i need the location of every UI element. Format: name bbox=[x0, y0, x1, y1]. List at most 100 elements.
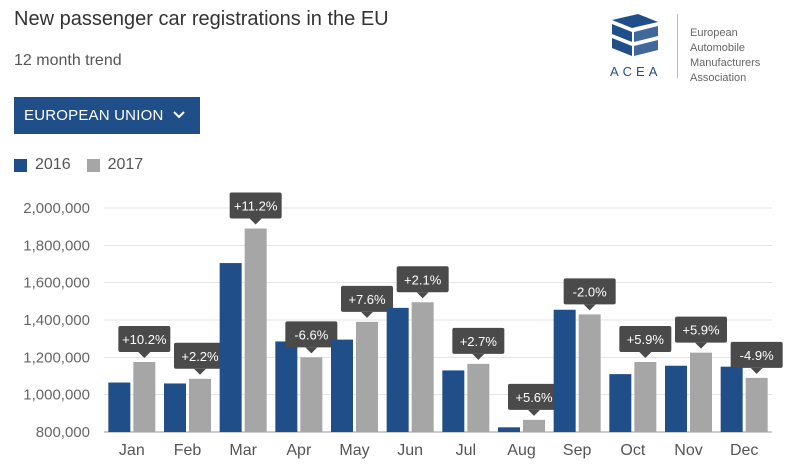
change-label-box bbox=[563, 278, 616, 305]
change-label-pointer bbox=[695, 342, 707, 349]
x-tick-label: Jul bbox=[456, 442, 476, 459]
x-tick-label: Sep bbox=[563, 442, 592, 459]
bar-2017-jan bbox=[133, 362, 156, 432]
change-label-box bbox=[285, 321, 338, 348]
bar-2016-sep bbox=[553, 309, 576, 432]
change-label-pointer bbox=[138, 352, 151, 358]
change-label-pointer bbox=[639, 352, 652, 358]
bar-2016-jun bbox=[386, 307, 409, 432]
change-label: +2.7% bbox=[460, 334, 498, 349]
region-selector-label: EUROPEAN UNION bbox=[24, 107, 164, 124]
bar-2017-sep bbox=[578, 314, 601, 432]
y-tick-label: 1,800,000 bbox=[23, 237, 90, 254]
x-tick-label: Apr bbox=[286, 442, 312, 459]
bar-2016-jul bbox=[442, 370, 465, 432]
bar-2017-may bbox=[356, 321, 378, 432]
change-label-pointer bbox=[528, 409, 540, 416]
bar-2017-feb bbox=[189, 378, 211, 432]
bar-2017-nov bbox=[690, 352, 712, 432]
brand-line-3: Manufacturers bbox=[690, 57, 761, 69]
y-tick-label: 1,400,000 bbox=[23, 312, 90, 329]
page-subtitle: 12 month trend bbox=[14, 52, 122, 69]
page-title: New passenger car registrations in the E… bbox=[14, 8, 389, 30]
bar-2016-apr bbox=[275, 341, 298, 432]
x-tick-label: Feb bbox=[174, 442, 202, 459]
legend-label-2017: 2017 bbox=[107, 156, 144, 173]
change-label-box bbox=[730, 341, 783, 368]
x-tick-label: Jan bbox=[119, 442, 145, 459]
change-label: -6.6% bbox=[294, 327, 328, 342]
y-tick-label: 800,000 bbox=[36, 424, 90, 441]
bar-2017-jun bbox=[411, 302, 434, 432]
change-label-pointer bbox=[583, 304, 596, 311]
bar-2016-dec bbox=[720, 366, 743, 432]
change-label-box bbox=[508, 383, 560, 410]
legend-swatch-2017 bbox=[86, 158, 100, 172]
chart-legend: 2016 2017 bbox=[14, 156, 159, 174]
x-tick-label: Jun bbox=[397, 442, 423, 459]
change-label: +10.2% bbox=[122, 332, 167, 347]
bar-2017-jul bbox=[467, 363, 490, 432]
acea-abbr: ACEA bbox=[610, 64, 662, 79]
bar-2016-aug bbox=[498, 427, 520, 432]
bar-2016-may bbox=[331, 339, 353, 432]
x-tick-label: Aug bbox=[507, 442, 535, 459]
bar-2017-aug bbox=[523, 419, 545, 432]
change-label: +2.2% bbox=[181, 349, 219, 364]
bar-2016-jan bbox=[108, 382, 131, 432]
x-tick-label: May bbox=[339, 442, 369, 459]
change-label-pointer bbox=[194, 368, 206, 375]
bar-2016-nov bbox=[665, 365, 687, 432]
acea-cube-logo-icon bbox=[612, 14, 658, 56]
change-label: +5.9% bbox=[627, 332, 665, 347]
bar-2017-mar bbox=[244, 228, 267, 432]
change-label: +7.6% bbox=[348, 292, 386, 307]
y-tick-label: 1,000,000 bbox=[23, 387, 90, 404]
change-label-pointer bbox=[472, 353, 485, 360]
bar-2016-oct bbox=[609, 374, 632, 432]
legend-item-2017[interactable]: 2017 bbox=[86, 156, 144, 174]
region-selector-button[interactable]: EUROPEAN UNION bbox=[14, 97, 200, 134]
bar-2017-dec bbox=[745, 377, 768, 432]
change-label: -2.0% bbox=[573, 284, 607, 299]
change-label-pointer bbox=[249, 218, 262, 225]
chevron-down-icon bbox=[173, 111, 185, 119]
change-label: +2.1% bbox=[404, 272, 442, 287]
change-label: +11.2% bbox=[234, 199, 278, 214]
change-label-pointer bbox=[361, 311, 373, 318]
x-tick-label: Nov bbox=[674, 442, 702, 459]
brand-line-1: European bbox=[690, 27, 738, 39]
change-label-box bbox=[619, 326, 672, 352]
change-label-box bbox=[341, 285, 393, 312]
change-label-box bbox=[675, 316, 727, 343]
change-label-pointer bbox=[750, 367, 763, 374]
change-label-box bbox=[174, 342, 226, 369]
x-tick-label: Mar bbox=[229, 442, 257, 459]
bar-2016-mar bbox=[219, 263, 242, 432]
change-label-box bbox=[396, 266, 449, 293]
legend-label-2016: 2016 bbox=[35, 156, 71, 173]
change-label: +5.9% bbox=[682, 323, 720, 338]
x-tick-label: Dec bbox=[730, 442, 758, 459]
change-label-pointer bbox=[416, 292, 429, 299]
change-label: -4.9% bbox=[740, 348, 774, 363]
bar-2016-feb bbox=[164, 383, 186, 432]
brand-line-4: Association bbox=[690, 72, 747, 84]
legend-item-2016[interactable]: 2016 bbox=[14, 156, 71, 174]
y-tick-label: 2,000,000 bbox=[23, 200, 90, 217]
legend-swatch-2016 bbox=[14, 158, 27, 172]
x-tick-label: Oct bbox=[620, 442, 645, 459]
change-label-box bbox=[118, 326, 171, 352]
y-tick-label: 1,200,000 bbox=[23, 349, 90, 366]
change-label-box bbox=[452, 327, 505, 354]
change-label-pointer bbox=[305, 347, 318, 354]
brand-line-2: Automobile bbox=[690, 42, 746, 54]
y-tick-label: 1,600,000 bbox=[23, 275, 90, 292]
acea-full-name: European Automobile Manufacturers Associ… bbox=[690, 26, 760, 86]
change-label: +5.6% bbox=[515, 390, 553, 405]
logo-divider bbox=[677, 14, 678, 78]
bar-2017-oct bbox=[634, 362, 657, 432]
change-label-box bbox=[229, 192, 282, 219]
bar-2017-apr bbox=[300, 357, 323, 432]
